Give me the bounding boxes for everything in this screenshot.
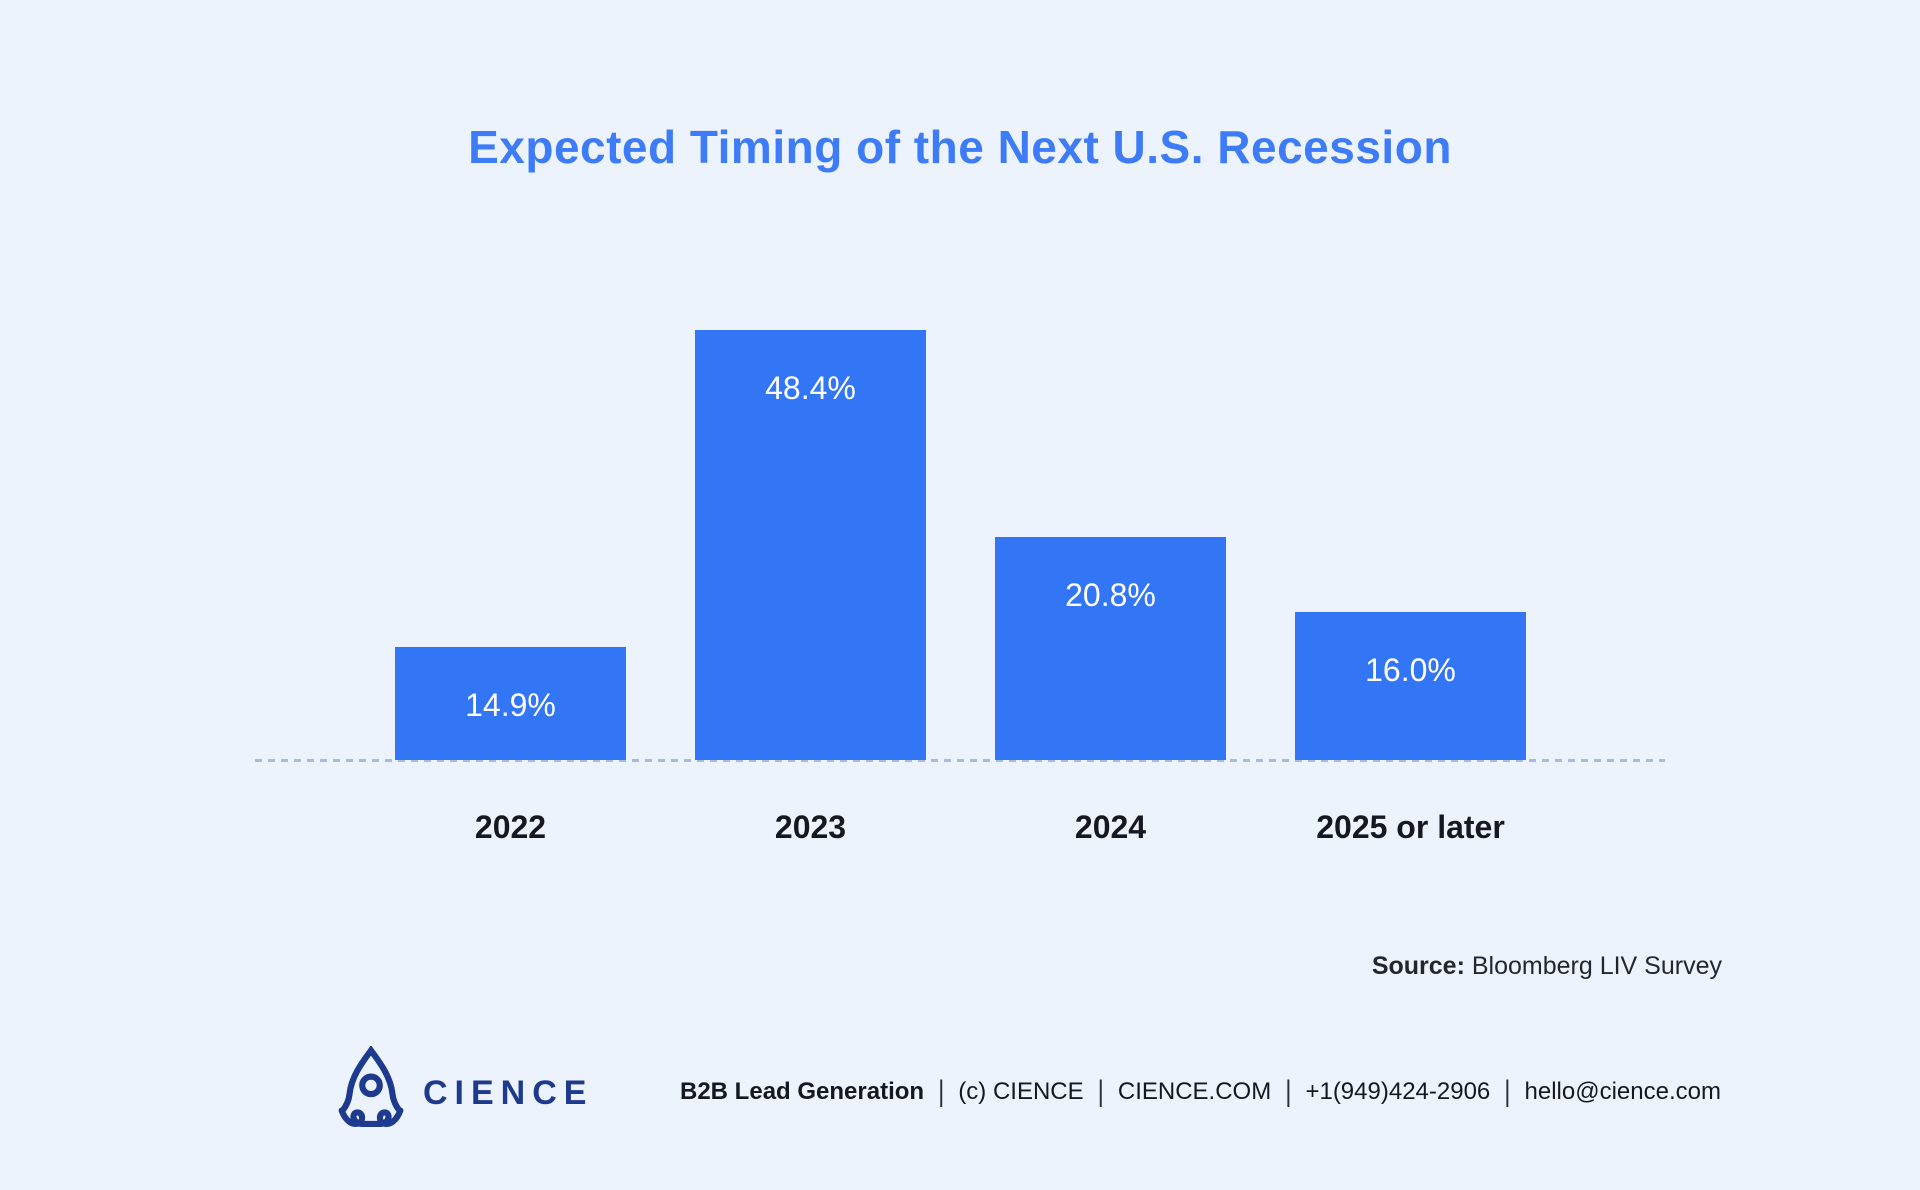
bar-2024: 20.8% xyxy=(995,537,1226,760)
footer-item-0: B2B Lead Generation xyxy=(680,1078,925,1105)
bar-value-label: 14.9% xyxy=(465,687,556,723)
x-axis-baseline xyxy=(255,759,1665,762)
footer-separator: | xyxy=(1285,1074,1292,1109)
chart-title: Expected Timing of the Next U.S. Recessi… xyxy=(468,121,1452,173)
x-axis-label-2024: 2024 xyxy=(1074,809,1147,845)
bar-2025-or-later: 16.0% xyxy=(1295,612,1526,760)
footer-item-4: hello@cience.com xyxy=(1524,1078,1721,1105)
x-axis-label-2025-or-later: 2025 or later xyxy=(1316,809,1505,845)
footer-contact-line: B2B Lead Generation | (c) CIENCE | CIENCE.CO… xyxy=(680,1075,1721,1109)
bar-value-label: 20.8% xyxy=(1065,577,1156,613)
brand-name: CIENCE xyxy=(423,1073,594,1112)
x-axis-label-2022: 2022 xyxy=(474,809,547,845)
source-label: Source: xyxy=(1371,952,1465,980)
footer-separator: | xyxy=(1504,1074,1511,1109)
footer-separator: | xyxy=(1097,1074,1104,1109)
x-axis-label-2023: 2023 xyxy=(774,809,847,845)
rocket-icon xyxy=(335,1046,407,1134)
footer-item-2: CIENCE.COM xyxy=(1117,1078,1272,1105)
footer-item-1: (c) CIENCE xyxy=(958,1078,1084,1105)
bar-value-label: 48.4% xyxy=(765,370,856,406)
source-text: Bloomberg LIV Survey xyxy=(1464,952,1722,980)
footer-separator: | xyxy=(938,1074,945,1109)
source-note: Source: Bloomberg LIV Survey xyxy=(1372,952,1722,981)
bar-value-label: 16.0% xyxy=(1365,652,1456,688)
footer-item-3: +1(949)424-2906 xyxy=(1305,1078,1491,1105)
brand-logo: CIENCE xyxy=(335,1046,593,1134)
bar-2022: 14.9% xyxy=(395,647,626,760)
bar-2023: 48.4% xyxy=(695,330,926,760)
